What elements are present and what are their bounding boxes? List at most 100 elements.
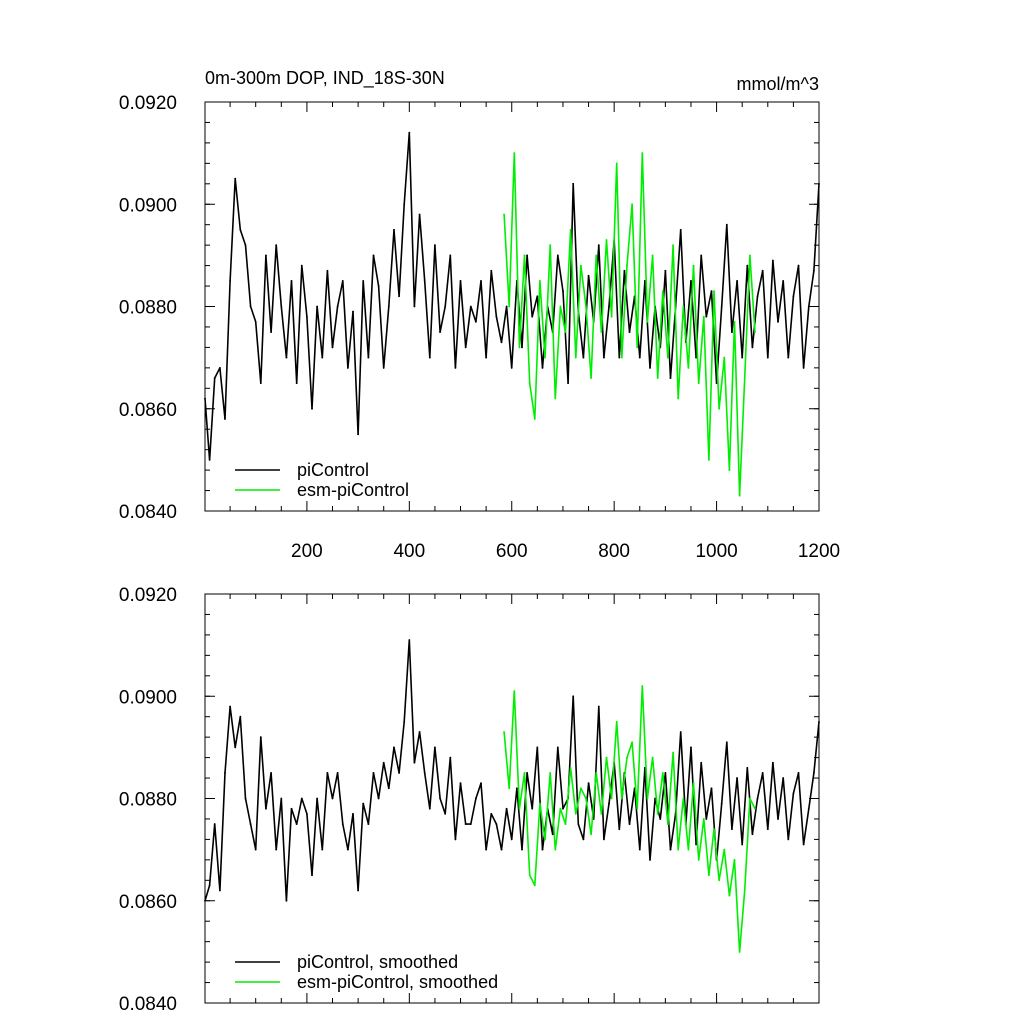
data-point (761, 269, 764, 272)
data-point (521, 848, 523, 851)
data-point (651, 756, 654, 759)
data-point (554, 397, 557, 400)
data-point (672, 751, 674, 754)
x-tick-label: 1000 (695, 541, 737, 562)
data-point (590, 833, 593, 836)
data-point (559, 305, 562, 308)
data-point (718, 407, 721, 410)
data-point (326, 772, 329, 774)
data-point (695, 843, 697, 846)
data-point (398, 295, 400, 298)
data-point (564, 823, 567, 825)
data-point (295, 823, 298, 825)
y-tick-label: 0.0860 (119, 400, 177, 421)
data-point (610, 315, 613, 318)
data-point (695, 356, 697, 359)
data-point (659, 818, 662, 820)
data-point (265, 254, 267, 257)
data-point (710, 787, 713, 790)
data-point (595, 254, 598, 257)
data-point (280, 305, 283, 308)
data-point (577, 823, 580, 825)
data-point (408, 639, 411, 641)
data-point (564, 331, 567, 333)
data-point (346, 848, 349, 851)
data-point (434, 746, 436, 749)
data-point (792, 792, 795, 795)
data-point (300, 264, 303, 267)
data-point (692, 782, 695, 785)
data-point (661, 772, 664, 774)
data-point (728, 469, 731, 471)
data-point (510, 838, 513, 841)
data-point (656, 812, 659, 815)
data-point (733, 320, 736, 323)
data-point (526, 772, 529, 774)
data-point (710, 290, 713, 293)
data-point (812, 269, 815, 272)
data-point (495, 315, 498, 318)
data-point (620, 797, 623, 800)
data-point (746, 264, 749, 267)
data-point (549, 772, 552, 774)
bottom-panel: 0.0840 0.0860 0.0880 0.0900 0.0920 piControl,… (119, 585, 820, 1015)
data-point (656, 377, 659, 379)
data-point (615, 720, 618, 723)
data-point (587, 782, 590, 785)
data-point (285, 899, 288, 902)
data-point (382, 366, 385, 369)
data-point (536, 746, 539, 749)
data-point (797, 264, 800, 267)
data-point (341, 823, 344, 825)
data-point (741, 843, 744, 846)
data-point (244, 797, 247, 800)
data-point (636, 346, 639, 349)
data-point (321, 356, 324, 359)
y-tick-label: 0.0840 (119, 502, 177, 523)
data-point (387, 305, 390, 308)
data-point (677, 848, 680, 851)
data-point (608, 305, 610, 308)
data-point (638, 356, 641, 359)
data-point (626, 264, 628, 267)
data-point (518, 346, 521, 349)
data-point (661, 290, 664, 293)
x-tick-label: 800 (598, 541, 630, 562)
data-point (641, 152, 644, 155)
data-point (754, 807, 756, 810)
data-point (697, 858, 700, 861)
y-tick-label: 0.0880 (119, 298, 177, 319)
data-point (777, 818, 779, 820)
data-point (480, 280, 482, 282)
data-point (439, 797, 441, 800)
data-point (646, 797, 649, 800)
data-point (500, 848, 503, 851)
data-point (523, 254, 526, 257)
data-point (605, 756, 608, 759)
data-point (234, 746, 237, 749)
data-point (751, 346, 754, 349)
data-point (398, 772, 400, 774)
data-point (669, 377, 672, 379)
top-panel: 0.0840 0.0860 0.0880 0.0900 0.0920 200 400 600 8… (119, 68, 840, 562)
data-point (687, 848, 690, 851)
data-point (736, 777, 738, 779)
data-point (346, 366, 349, 369)
data-point (208, 884, 211, 887)
data-point (505, 807, 508, 810)
y-tick-label: 0.0920 (119, 585, 177, 606)
data-point (664, 269, 667, 272)
data-point (746, 766, 749, 769)
data-point (495, 823, 498, 825)
data-point (523, 772, 526, 774)
data-point (539, 280, 541, 282)
data-point (556, 746, 559, 749)
data-point (459, 782, 462, 785)
data-point (539, 802, 541, 805)
data-point (413, 761, 416, 764)
data-point (541, 366, 544, 369)
data-point (743, 889, 746, 892)
data-point (474, 797, 477, 800)
data-point (807, 305, 810, 308)
